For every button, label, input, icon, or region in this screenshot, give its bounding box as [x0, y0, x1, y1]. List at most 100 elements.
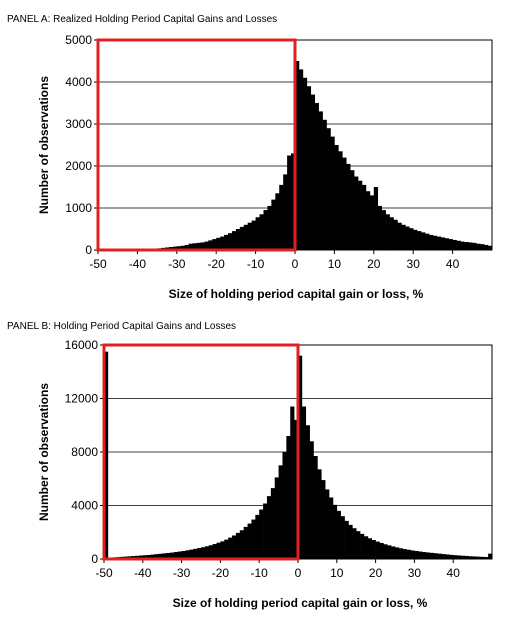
- b-bar: [336, 510, 341, 559]
- b-y-tick-label: 16000: [65, 338, 99, 352]
- b-bar: [387, 545, 392, 559]
- b-bar: [239, 530, 244, 559]
- a-bar: [350, 170, 355, 250]
- b-bar: [352, 528, 357, 559]
- panel-a-y-ticks: 0 1000 2000 3000 4000 5000: [65, 33, 98, 257]
- a-bar: [472, 242, 477, 250]
- b-bar: [208, 545, 213, 559]
- a-bar: [200, 242, 205, 250]
- b-bar: [169, 552, 175, 559]
- b-y-tick-label: 0: [91, 552, 98, 566]
- a-x-tick-label: 20: [367, 257, 381, 271]
- a-bar: [196, 242, 201, 250]
- panel-a-bars: [98, 61, 493, 251]
- a-bar: [428, 234, 434, 250]
- a-bar: [271, 199, 276, 250]
- b-bar: [158, 553, 163, 559]
- a-bar: [436, 236, 442, 250]
- a-bar: [488, 245, 493, 250]
- a-bar: [188, 243, 193, 250]
- b-bar: [201, 547, 206, 559]
- a-bar: [275, 193, 280, 250]
- a-x-tick-label: -50: [89, 257, 107, 271]
- b-bar: [449, 554, 454, 559]
- a-bar: [354, 176, 359, 250]
- b-bar: [247, 523, 252, 559]
- a-x-tick-label: -30: [168, 257, 186, 271]
- a-bar: [235, 229, 241, 250]
- b-bar: [363, 536, 369, 559]
- b-bar: [391, 546, 396, 559]
- a-bar: [413, 229, 418, 250]
- b-bar: [480, 556, 485, 559]
- b-bar: [464, 555, 470, 559]
- a-bar: [334, 145, 339, 250]
- a-bar: [322, 119, 327, 250]
- a-bar: [330, 136, 335, 250]
- b-bar: [216, 542, 221, 559]
- b-bar: [193, 548, 198, 559]
- panel-a: PANEL A: Realized Holding Period Capital…: [7, 14, 493, 301]
- a-bar: [346, 163, 351, 250]
- panel-a-x-axis-label: Size of holding period capital gain or l…: [169, 287, 424, 301]
- b-bar: [142, 555, 147, 559]
- b-bar: [445, 554, 450, 559]
- a-bar: [263, 210, 268, 250]
- b-bar: [460, 555, 466, 559]
- b-bar: [437, 553, 442, 559]
- a-bar: [180, 245, 185, 250]
- a-bar: [192, 243, 197, 250]
- b-bar: [173, 552, 179, 559]
- b-x-tick-label: 0: [295, 566, 302, 580]
- a-bar: [251, 220, 256, 250]
- a-y-tick-label: 4000: [65, 75, 92, 89]
- panel-b-x-ticks: -50 -40 -30 -20 -10 0 10 20 30 40: [95, 559, 460, 580]
- b-bar: [150, 554, 155, 559]
- b-x-tick-label: 40: [447, 566, 461, 580]
- b-bar: [204, 546, 210, 559]
- a-bar: [239, 226, 245, 250]
- a-bar: [314, 103, 319, 250]
- a-bar: [476, 243, 481, 250]
- a-bar: [176, 246, 182, 250]
- a-y-tick-label: 0: [85, 243, 92, 257]
- a-bar: [184, 244, 189, 250]
- b-bar: [367, 538, 373, 559]
- b-bar: [224, 539, 229, 559]
- b-bar: [488, 553, 493, 559]
- a-x-tick-label: -20: [208, 257, 226, 271]
- b-bar: [468, 556, 473, 559]
- a-bar: [405, 226, 410, 250]
- a-bar: [484, 244, 489, 250]
- b-bar: [441, 554, 446, 559]
- a-bar: [306, 86, 312, 250]
- a-bar: [361, 184, 367, 250]
- b-bar: [325, 489, 330, 559]
- a-bar: [216, 237, 221, 250]
- b-bar: [212, 544, 217, 559]
- b-bar: [418, 551, 423, 559]
- a-bar: [456, 240, 461, 250]
- a-x-tick-label: -10: [247, 257, 265, 271]
- a-bar: [381, 210, 386, 250]
- b-x-tick-label: 30: [408, 566, 422, 580]
- a-bar: [287, 155, 292, 250]
- panel-b-title: PANEL B: Holding Period Capital Gains an…: [7, 321, 236, 332]
- b-bar: [348, 524, 353, 559]
- a-bar: [425, 233, 430, 250]
- a-bar: [421, 232, 426, 250]
- b-x-tick-label: -40: [134, 566, 152, 580]
- a-bar: [220, 236, 225, 250]
- a-bar: [228, 233, 233, 250]
- a-bar: [212, 239, 217, 250]
- b-bar: [270, 488, 276, 559]
- a-bar: [369, 195, 375, 250]
- panel-b: PANEL B: Holding Period Capital Gains an…: [7, 321, 493, 610]
- b-bar: [135, 555, 140, 559]
- b-bar: [344, 520, 349, 559]
- b-bar: [360, 533, 365, 559]
- a-bar: [397, 222, 402, 250]
- b-bar: [286, 435, 291, 559]
- b-bar: [154, 554, 159, 559]
